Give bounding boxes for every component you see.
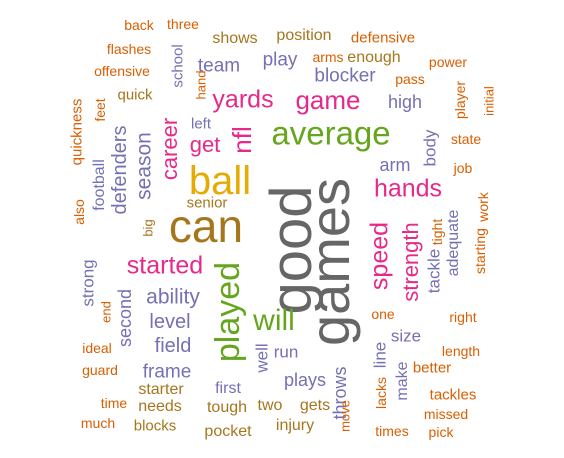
word-play: play	[262, 49, 298, 71]
word-player: player	[452, 80, 468, 120]
word-game: game	[295, 85, 361, 115]
word-yards: yards	[212, 85, 274, 114]
word-adequate: adequate	[445, 209, 462, 277]
word-hand: hand	[193, 70, 209, 100]
word-work: work	[475, 192, 491, 222]
word-offensive: offensive	[94, 63, 150, 79]
word-games: games	[298, 177, 361, 347]
word-initial: initial	[481, 86, 497, 116]
word-field: field	[154, 335, 192, 357]
word-missed: missed	[423, 406, 469, 422]
word-frame: frame	[142, 361, 192, 383]
word-arm: arm	[379, 155, 411, 175]
word-get: get	[189, 132, 221, 157]
word-enough: enough	[347, 49, 401, 66]
word-needs: needs	[138, 398, 182, 415]
word-ball: ball	[188, 159, 252, 203]
word-starter: starter	[138, 381, 184, 398]
word-also: also	[71, 199, 87, 225]
word-quickness: quickness	[68, 98, 86, 166]
word-pocket: pocket	[204, 423, 252, 440]
word-much: much	[80, 415, 116, 431]
word-lacks: lacks	[373, 377, 389, 409]
word-power: power	[428, 54, 468, 70]
word-blocker: blocker	[314, 65, 376, 87]
word-guard: guard	[82, 362, 118, 378]
word-defenders: defenders	[109, 125, 131, 215]
word-school: school	[169, 44, 187, 88]
word-length: length	[441, 343, 481, 359]
word-blocks: blocks	[133, 417, 177, 435]
word-two: two	[257, 397, 283, 414]
word-career: career	[157, 117, 182, 181]
word-end: end	[98, 301, 114, 323]
word-three: three	[167, 16, 199, 32]
word-one: one	[371, 306, 395, 322]
word-run: run	[273, 342, 299, 362]
word-started: started	[126, 251, 204, 280]
word-strength: strength	[398, 222, 423, 302]
word-times: times	[375, 423, 409, 439]
word-tackles: tackles	[429, 386, 477, 404]
word-ideal: ideal	[82, 340, 112, 356]
word-body: body	[420, 129, 440, 167]
word-nfl: nfl	[227, 126, 257, 154]
word-make: make	[394, 361, 411, 401]
word-speed: speed	[365, 221, 394, 291]
word-starting: starting	[472, 228, 488, 274]
word-level: level	[149, 311, 191, 333]
word-well: well	[252, 343, 272, 373]
word-second: second	[115, 288, 135, 348]
word-football: football	[91, 159, 108, 211]
word-strong: strong	[78, 259, 98, 307]
word-plays: plays	[283, 370, 327, 390]
word-tackle: tackle	[424, 248, 444, 294]
word-will: will	[253, 304, 295, 337]
word-position: position	[276, 27, 332, 44]
word-first: first	[215, 380, 241, 397]
word-pick: pick	[428, 424, 454, 440]
word-senior: senior	[186, 194, 228, 212]
word-move: move	[337, 400, 353, 432]
word-arms: arms	[312, 49, 344, 65]
word-tough: tough	[206, 399, 248, 416]
word-flashes: flashes	[106, 41, 152, 57]
word-better: better	[412, 359, 452, 377]
word-size: size	[390, 326, 422, 346]
word-shows: shows	[212, 30, 258, 47]
word-gets: gets	[299, 397, 331, 414]
word-back: back	[124, 17, 154, 33]
word-injury: injury	[275, 417, 315, 434]
word-can: can	[168, 200, 244, 252]
word-feet: feet	[92, 98, 108, 122]
word-quick: quick	[117, 86, 153, 104]
word-job: job	[453, 160, 473, 176]
word-right: right	[449, 309, 477, 325]
word-defensive: defensive	[350, 29, 416, 47]
word-hands: hands	[373, 174, 443, 203]
word-played: played	[209, 261, 247, 363]
word-season: season	[132, 132, 156, 200]
word-team: team	[197, 55, 241, 77]
word-line: line	[370, 341, 390, 369]
word-big: big	[140, 219, 156, 237]
word-tight: tight	[429, 218, 445, 246]
word-state: state	[450, 131, 482, 147]
word-ability: ability	[146, 285, 200, 309]
word-left: left	[190, 115, 212, 133]
word-pass: pass	[395, 71, 425, 87]
word-high: high	[387, 92, 423, 112]
word-average: average	[271, 114, 391, 152]
word-time: time	[100, 395, 128, 411]
